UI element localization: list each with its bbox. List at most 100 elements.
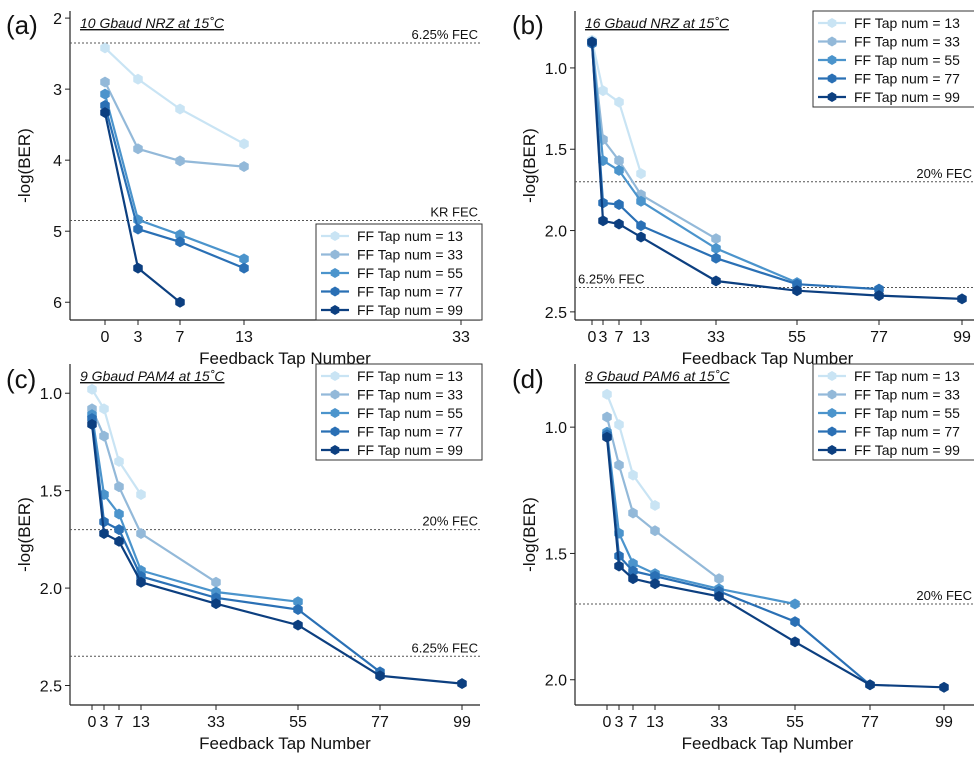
legend-swatch-marker — [330, 445, 340, 455]
x-tick-label: 3 — [134, 329, 143, 346]
data-point — [211, 576, 221, 588]
panel-letter: (d) — [512, 364, 544, 394]
legend-swatch-marker — [330, 231, 340, 241]
panel-title: 9 Gbaud PAM4 at 15˚C — [80, 368, 225, 384]
legend-entry: FF Tap num = 55 — [854, 405, 960, 421]
y-axis-title: -log(BER) — [520, 497, 539, 572]
data-point — [175, 236, 185, 248]
y-tick-label: 1.0 — [545, 420, 567, 437]
data-point — [175, 103, 185, 115]
series-ff-77 — [100, 99, 249, 274]
x-tick-label: 0 — [88, 714, 97, 731]
data-point — [614, 199, 624, 211]
fec-threshold-label: 20% FEC — [916, 588, 972, 603]
legend-entry: FF Tap num = 13 — [854, 368, 960, 384]
x-axis-title: Feedback Tap Number — [199, 349, 371, 368]
data-point — [614, 419, 624, 431]
series-ff-33 — [587, 36, 721, 245]
legend-swatch-marker — [827, 18, 837, 28]
data-point — [650, 578, 660, 590]
legend-entry: FF Tap num = 55 — [357, 405, 463, 421]
legend-entry: FF Tap num = 55 — [357, 265, 463, 281]
legend-swatch-marker — [827, 426, 837, 437]
data-point — [293, 619, 303, 631]
x-tick-label: 13 — [646, 714, 664, 731]
legend-entry: FF Tap num = 33 — [357, 387, 463, 403]
series-ff-99 — [87, 418, 467, 690]
data-point — [136, 489, 146, 501]
chart-panel-4: 1.0 1.5 2.0 0 3 7 13 33 55 77 99 Feedback Tap Numbe… — [512, 363, 974, 753]
data-point — [614, 459, 624, 471]
fec-threshold-label: 6.25% FEC — [412, 27, 478, 42]
data-point — [114, 481, 124, 493]
data-point — [790, 598, 800, 610]
legend-entry: FF Tap num = 99 — [357, 302, 463, 318]
x-tick-label: 7 — [629, 714, 638, 731]
data-point — [175, 155, 185, 167]
data-point — [614, 218, 624, 230]
data-point — [628, 507, 638, 519]
legend-swatch-marker — [330, 371, 340, 381]
series-ff-99 — [100, 107, 185, 308]
x-tick-label: 3 — [100, 714, 109, 731]
y-axis-title: -log(BER) — [520, 128, 539, 203]
legend-swatch-marker — [330, 286, 340, 297]
x-tick-label: 33 — [707, 329, 725, 346]
data-point — [114, 535, 124, 547]
x-tick-label: 77 — [371, 714, 389, 731]
data-point — [175, 296, 185, 308]
legend-entry: FF Tap num = 33 — [854, 387, 960, 403]
data-point — [636, 220, 646, 232]
legend: FF Tap num = 13 FF Tap num = 33 FF Tap num… — [812, 363, 974, 461]
data-point — [100, 76, 110, 88]
legend: FF Tap num = 13 FF Tap num = 33 FF Tap num… — [315, 223, 483, 321]
series-line — [103, 105, 245, 270]
x-tick-label: 3 — [599, 329, 608, 346]
y-tick-label: 1.5 — [545, 142, 567, 159]
y-tick-label: 5 — [53, 224, 62, 241]
data-point — [239, 253, 249, 265]
x-tick-label: 0 — [101, 329, 110, 346]
series-line — [605, 434, 871, 686]
x-tick-label: 55 — [786, 714, 804, 731]
chart-panel-3: 1.0 1.5 2.0 2.5 0 3 7 13 33 55 77 99 Feedback Tap Nu… — [6, 363, 483, 753]
y-tick-label: 2.0 — [545, 224, 567, 241]
series-line — [104, 47, 245, 145]
series-line — [103, 93, 245, 260]
y-tick-label: 1.0 — [545, 61, 567, 78]
data-point — [714, 590, 724, 602]
series-line — [590, 40, 643, 174]
legend-entry: FF Tap num = 55 — [854, 52, 960, 68]
series-ff-99 — [602, 431, 949, 693]
series-ff-13 — [100, 42, 249, 150]
y-tick-label: 3 — [53, 82, 62, 99]
data-point — [133, 223, 143, 235]
legend-entry: FF Tap num = 33 — [854, 34, 960, 50]
legend-swatch-marker — [330, 305, 340, 315]
legend-swatch-marker — [330, 426, 340, 437]
data-point — [636, 168, 646, 180]
legend-swatch-marker — [330, 268, 340, 278]
data-point — [957, 293, 967, 305]
legend-swatch-marker — [827, 371, 837, 381]
data-point — [602, 388, 612, 400]
legend-entry: FF Tap num = 33 — [357, 247, 463, 263]
data-point — [711, 242, 721, 254]
data-point — [114, 455, 124, 467]
fec-threshold-label: KR FEC — [430, 205, 478, 220]
x-tick-label: 7 — [176, 329, 185, 346]
series-ff-33 — [602, 411, 724, 585]
y-axis-title: -log(BER) — [15, 497, 34, 572]
legend-swatch-marker — [330, 249, 340, 260]
data-point — [457, 678, 467, 690]
data-point — [100, 88, 110, 100]
data-point — [375, 670, 385, 682]
data-point — [711, 275, 721, 287]
data-point — [293, 604, 303, 616]
data-point — [99, 430, 109, 442]
y-tick-label: 1.0 — [40, 386, 62, 403]
data-point — [133, 73, 143, 85]
series-line — [605, 437, 945, 689]
chart-panel-2: 1.0 1.5 2.0 2.5 0 3 7 13 33 55 77 99 Feedback Tap Nu… — [512, 10, 974, 368]
data-point — [87, 418, 97, 430]
